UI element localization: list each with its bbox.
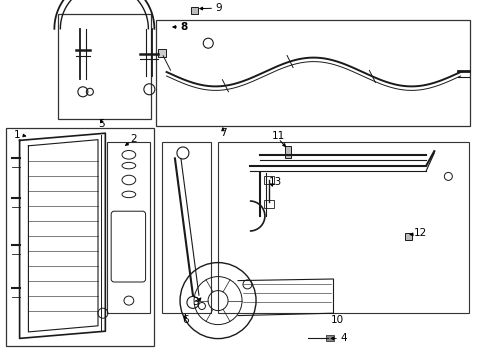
Bar — [58, 14, 151, 119]
Bar — [264, 176, 273, 184]
Ellipse shape — [124, 296, 134, 305]
Text: 5: 5 — [98, 119, 105, 129]
Bar — [107, 142, 150, 313]
Ellipse shape — [122, 191, 136, 198]
Text: 7: 7 — [220, 128, 226, 138]
Ellipse shape — [122, 162, 136, 169]
Ellipse shape — [122, 150, 136, 159]
Bar — [264, 200, 273, 208]
Bar — [218, 142, 469, 313]
FancyBboxPatch shape — [111, 211, 146, 282]
Bar — [162, 142, 211, 313]
Text: 10: 10 — [331, 315, 343, 325]
Text: 12: 12 — [414, 228, 427, 238]
Text: 3: 3 — [193, 297, 199, 307]
Bar — [191, 7, 198, 14]
Text: 9: 9 — [216, 3, 222, 13]
Bar — [285, 146, 291, 158]
Bar — [158, 49, 166, 57]
Text: 4: 4 — [341, 333, 347, 343]
Ellipse shape — [122, 175, 136, 185]
Text: 13: 13 — [269, 177, 282, 187]
Text: 8: 8 — [180, 22, 188, 32]
Bar — [6, 128, 154, 346]
Bar — [156, 20, 470, 126]
Text: 2: 2 — [130, 134, 137, 144]
Bar — [326, 336, 334, 341]
Text: 6: 6 — [182, 315, 189, 325]
Bar — [405, 233, 412, 240]
Text: 1: 1 — [14, 130, 21, 140]
Text: 11: 11 — [272, 131, 285, 141]
